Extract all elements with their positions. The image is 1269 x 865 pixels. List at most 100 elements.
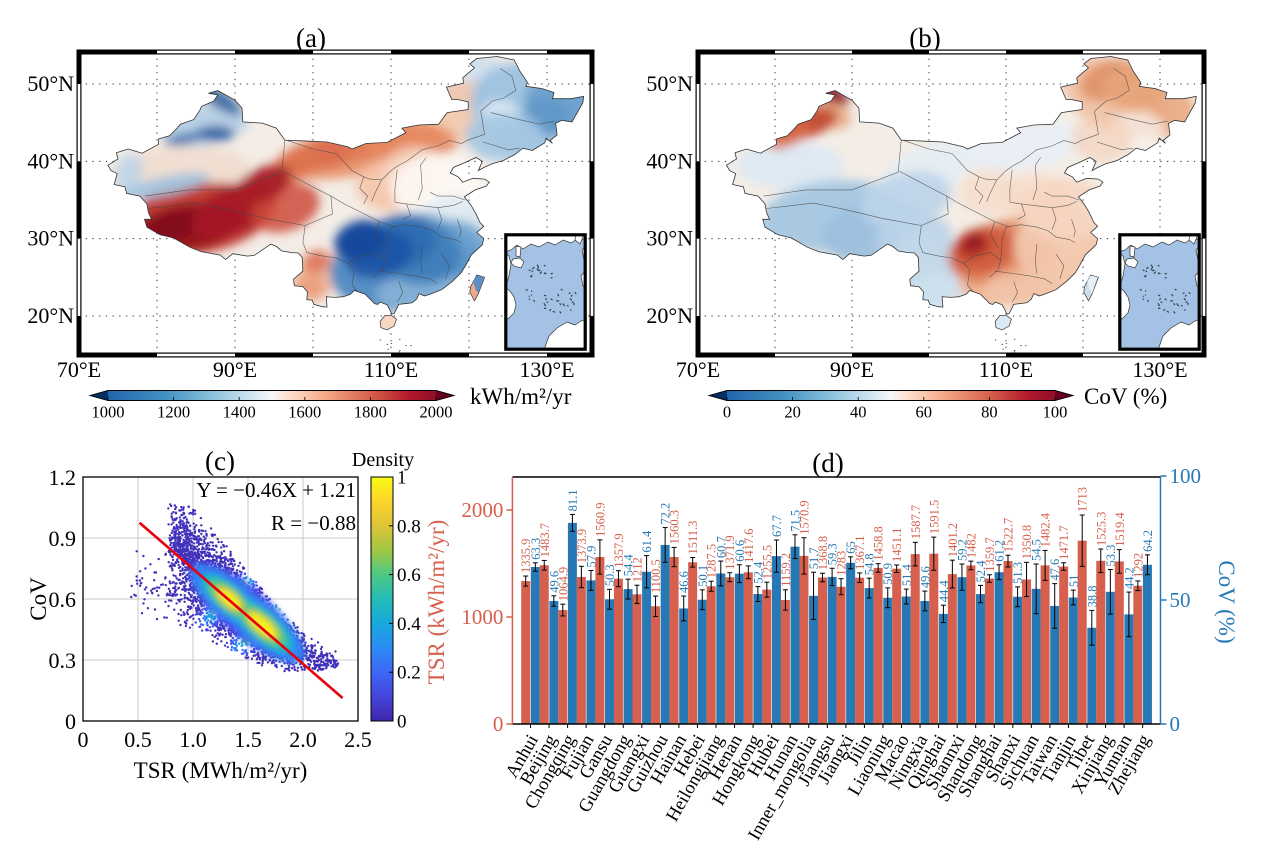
- svg-text:(d): (d): [812, 448, 843, 478]
- svg-text:71.5: 71.5: [789, 510, 803, 532]
- svg-text:1482.4: 1482.4: [1039, 512, 1053, 547]
- svg-text:46.6: 46.6: [677, 571, 691, 593]
- svg-text:1600: 1600: [288, 403, 321, 422]
- svg-text:0.6: 0.6: [49, 587, 77, 612]
- svg-text:1483.7: 1483.7: [538, 523, 552, 557]
- svg-text:0: 0: [397, 712, 407, 733]
- svg-text:57.9: 57.9: [584, 546, 598, 568]
- svg-text:0.8: 0.8: [397, 516, 421, 537]
- svg-text:81.1: 81.1: [566, 490, 580, 512]
- svg-text:54.4: 54.4: [622, 554, 636, 577]
- svg-text:CoV: CoV: [26, 577, 51, 621]
- svg-text:1417.6: 1417.6: [742, 529, 756, 563]
- svg-text:49.6: 49.6: [547, 571, 561, 593]
- svg-text:2000: 2000: [420, 403, 453, 422]
- svg-text:1: 1: [397, 468, 407, 489]
- svg-text:1560.9: 1560.9: [593, 503, 607, 537]
- svg-text:R = −0.88: R = −0.88: [271, 511, 356, 535]
- svg-text:110°E: 110°E: [979, 357, 1033, 382]
- svg-text:1373.9: 1373.9: [575, 529, 589, 563]
- svg-text:(a): (a): [296, 23, 326, 53]
- svg-text:0.6: 0.6: [397, 565, 421, 586]
- svg-text:59.3: 59.3: [826, 543, 840, 565]
- svg-text:60.7: 60.7: [714, 536, 728, 558]
- svg-text:60.6: 60.6: [733, 540, 747, 562]
- svg-text:0.4: 0.4: [397, 614, 421, 635]
- svg-text:130°E: 130°E: [519, 357, 574, 382]
- svg-text:20°N: 20°N: [646, 303, 693, 328]
- svg-text:1212: 1212: [631, 557, 645, 582]
- svg-text:CoV (%): CoV (%): [1084, 384, 1167, 409]
- svg-text:63.3: 63.3: [529, 538, 543, 560]
- svg-text:1.5: 1.5: [234, 727, 262, 752]
- svg-text:1367.1: 1367.1: [853, 536, 867, 570]
- svg-text:0.9: 0.9: [49, 526, 77, 551]
- svg-text:1451.1: 1451.1: [890, 528, 904, 562]
- svg-text:1064.9: 1064.9: [556, 567, 570, 601]
- svg-text:1560.3: 1560.3: [668, 510, 682, 544]
- svg-text:1458.8: 1458.8: [872, 526, 886, 560]
- svg-text:2.5: 2.5: [344, 727, 372, 752]
- svg-text:50.3: 50.3: [603, 564, 617, 586]
- svg-text:50.1: 50.1: [696, 565, 710, 587]
- svg-text:Density: Density: [352, 449, 414, 471]
- svg-text:1200: 1200: [157, 403, 190, 422]
- svg-text:1371.9: 1371.9: [723, 535, 737, 569]
- svg-text:54.5: 54.5: [1030, 539, 1044, 561]
- svg-text:1283: 1283: [835, 551, 849, 576]
- svg-text:Y = −0.46X + 1.21: Y = −0.46X + 1.21: [196, 478, 356, 502]
- svg-text:65: 65: [844, 541, 858, 554]
- svg-text:40: 40: [850, 403, 867, 422]
- svg-text:51.4: 51.4: [900, 563, 914, 586]
- svg-text:1287.5: 1287.5: [705, 544, 719, 578]
- svg-text:1350.8: 1350.8: [1020, 525, 1034, 559]
- svg-text:50°N: 50°N: [27, 71, 74, 96]
- svg-text:1.0: 1.0: [179, 727, 207, 752]
- svg-text:1255.5: 1255.5: [760, 545, 774, 579]
- svg-text:47.6: 47.6: [1048, 559, 1062, 581]
- svg-text:61.4: 61.4: [640, 530, 654, 553]
- svg-text:130°E: 130°E: [1132, 357, 1187, 382]
- svg-text:30°N: 30°N: [27, 226, 74, 251]
- svg-text:1159.2: 1159.2: [779, 553, 793, 587]
- svg-text:1591.5: 1591.5: [927, 500, 941, 534]
- svg-text:50°N: 50°N: [646, 71, 693, 96]
- svg-text:0.3: 0.3: [49, 648, 77, 673]
- svg-text:2.0: 2.0: [289, 727, 317, 752]
- svg-text:49.6: 49.6: [918, 566, 932, 588]
- svg-text:kWh/m²/yr: kWh/m²/yr: [470, 384, 572, 409]
- svg-text:67.7: 67.7: [770, 515, 784, 537]
- svg-text:1368.8: 1368.8: [816, 536, 830, 570]
- svg-text:1357.9: 1357.9: [612, 533, 626, 567]
- svg-text:90°E: 90°E: [830, 357, 874, 382]
- svg-text:90°E: 90°E: [213, 357, 257, 382]
- svg-text:TSR (MWh/m²/yr): TSR (MWh/m²/yr): [134, 758, 308, 783]
- svg-text:100: 100: [1043, 403, 1068, 422]
- svg-text:1401.2: 1401.2: [946, 523, 960, 557]
- svg-text:1570.9: 1570.9: [798, 500, 812, 534]
- svg-text:0.2: 0.2: [397, 663, 421, 684]
- svg-text:20°N: 20°N: [27, 303, 74, 328]
- svg-text:30°N: 30°N: [646, 226, 693, 251]
- svg-text:40°N: 40°N: [27, 148, 74, 173]
- svg-text:1100.5: 1100.5: [649, 559, 663, 593]
- svg-text:52.4: 52.4: [751, 561, 765, 584]
- svg-text:59.2: 59.2: [956, 539, 970, 561]
- svg-text:110°E: 110°E: [364, 357, 418, 382]
- svg-text:1511.3: 1511.3: [686, 521, 700, 555]
- svg-text:51.3: 51.3: [1011, 562, 1025, 584]
- svg-text:1482: 1482: [964, 533, 978, 558]
- svg-text:72.2: 72.2: [659, 503, 673, 525]
- svg-text:(b): (b): [909, 23, 940, 53]
- svg-text:1400: 1400: [223, 403, 256, 422]
- svg-text:51.7: 51.7: [807, 547, 821, 569]
- svg-text:40°N: 40°N: [646, 148, 693, 173]
- svg-text:44.4: 44.4: [937, 580, 951, 603]
- svg-text:20: 20: [784, 403, 801, 422]
- svg-text:60: 60: [916, 403, 933, 422]
- svg-text:0: 0: [723, 403, 731, 422]
- svg-text:80: 80: [981, 403, 998, 422]
- svg-text:1359.7: 1359.7: [983, 537, 997, 571]
- svg-text:1800: 1800: [354, 403, 387, 422]
- svg-text:0.5: 0.5: [124, 727, 152, 752]
